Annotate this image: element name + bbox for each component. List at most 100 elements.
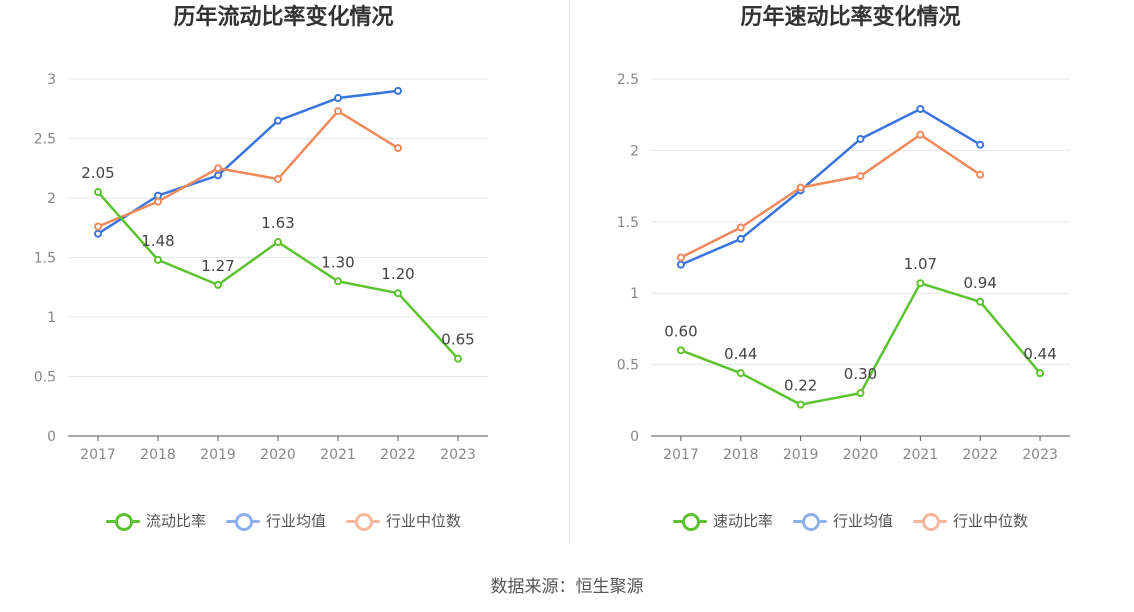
data-label: 0.44 [1023,345,1056,363]
legend-line-circle-icon [225,511,260,531]
x-tick-label: 2023 [1022,447,1058,463]
quick-ratio-chart: 历年速动比率变化情况 0 0.5 1 1.5 2 2.5 2017 2018 2019 2020 2… [567,0,1134,545]
x-tick-label: 2021 [903,447,939,463]
data-point [676,253,685,262]
data-point [394,289,402,298]
data-label: 1.20 [381,265,414,283]
data-point [334,94,342,103]
data-label: 0.60 [664,322,697,340]
legend-item-company[interactable]: 流动比率 [105,510,206,531]
series-line [680,133,981,259]
current-ratio-chart: 历年流动比率变化情况 0 0.5 1 1.5 2 2.5 3 2017 2018 2019 2020… [0,0,567,545]
y-tick-label: 0.5 [34,370,56,386]
legend-label: 速动比率 [712,512,773,530]
y-tick-label: 3 [47,72,56,88]
data-point [736,223,745,232]
x-tick-label: 2017 [80,447,116,463]
data-label: 0.94 [964,274,997,292]
series-line [680,281,1042,406]
x-tick-label: 2021 [320,447,356,463]
legend-label: 行业中位数 [386,512,462,530]
data-point [916,279,925,288]
data-label: 1.48 [141,232,174,250]
legend-item-industry-avg[interactable]: 行业均值 [792,510,893,531]
x-tick-label: 2022 [962,447,998,463]
legend-item-industry-median[interactable]: 行业中位数 [346,510,461,531]
x-tick-label: 2019 [200,447,236,463]
legend-line-circle-icon [105,511,140,531]
data-point [94,229,102,238]
x-tick-label: 2023 [440,447,476,463]
legend-item-industry-median[interactable]: 行业中位数 [913,510,1028,531]
data-point [856,389,865,398]
data-point [676,260,685,269]
y-tick-label: 0 [630,429,639,445]
legend-label: 行业均值 [265,512,326,530]
data-point [976,140,985,149]
data-point [274,116,282,125]
x-tick-label: 2018 [140,447,176,463]
panel-divider [569,0,570,542]
data-point [94,222,102,231]
legend-item-company[interactable]: 速动比率 [672,510,773,531]
y-tick-label: 2.5 [617,72,639,88]
data-point [214,280,222,289]
current-ratio-plot: 0 0.5 1 1.5 2 2.5 3 2017 2018 2019 2020 2021 2022 202… [34,72,488,463]
data-label: 2.05 [81,164,114,182]
y-tick-label: 1 [630,286,639,302]
data-label: 1.63 [261,214,294,232]
y-tick-label: 1 [47,310,56,326]
data-point [214,164,222,173]
data-point [916,130,925,139]
quick-ratio-plot: 0 0.5 1 1.5 2 2.5 2017 2018 2019 2020 2021 2022 2023… [617,72,1070,463]
y-tick-label: 1.5 [34,251,56,267]
data-source-note: 数据来源：恒生聚源 [490,577,644,597]
series-line [97,109,399,228]
x-tick-label: 2022 [380,447,416,463]
data-label: 0.30 [844,365,877,383]
y-tick-label: 2 [630,143,639,159]
legend-line-circle-icon [346,511,380,531]
data-point [856,172,865,181]
chart-title: 历年速动比率变化情况 [740,5,961,30]
chart-title: 历年流动比率变化情况 [173,5,394,30]
legend: 速动比率 行业均值 行业中位数 [567,510,1134,531]
data-point [274,238,282,247]
legend-item-industry-avg[interactable]: 行业均值 [225,510,326,531]
series-line [680,107,981,266]
data-label: 0.44 [724,345,757,363]
data-point [736,369,745,378]
x-tick-label: 2017 [663,447,699,463]
legend-label: 流动比率 [145,512,206,530]
data-point [796,400,805,409]
data-point [976,170,985,179]
data-point [796,183,805,192]
data-point [334,107,342,116]
data-point [274,174,282,183]
data-label: 0.65 [441,331,474,349]
legend-line-circle-icon [913,511,947,531]
legend-line-circle-icon [672,511,707,531]
data-point [334,277,342,286]
data-point [1036,369,1045,378]
legend: 流动比率 行业均值 行业中位数 [0,510,567,531]
data-point [154,255,162,264]
data-point [214,171,222,180]
y-tick-label: 0 [47,429,56,445]
data-point [856,134,865,143]
x-tick-label: 2020 [260,447,296,463]
data-point [916,104,925,113]
data-point [94,188,102,197]
x-tick-label: 2020 [843,447,879,463]
data-point [394,144,402,153]
data-point [454,354,462,363]
legend-label: 行业均值 [832,512,893,530]
x-tick-label: 2018 [723,447,759,463]
x-tick-label: 2019 [783,447,819,463]
data-label: 1.30 [321,253,354,271]
data-point [976,297,985,306]
legend-line-circle-icon [792,511,827,531]
series-line [97,89,399,235]
data-label: 1.07 [904,255,937,273]
data-point [154,197,162,206]
